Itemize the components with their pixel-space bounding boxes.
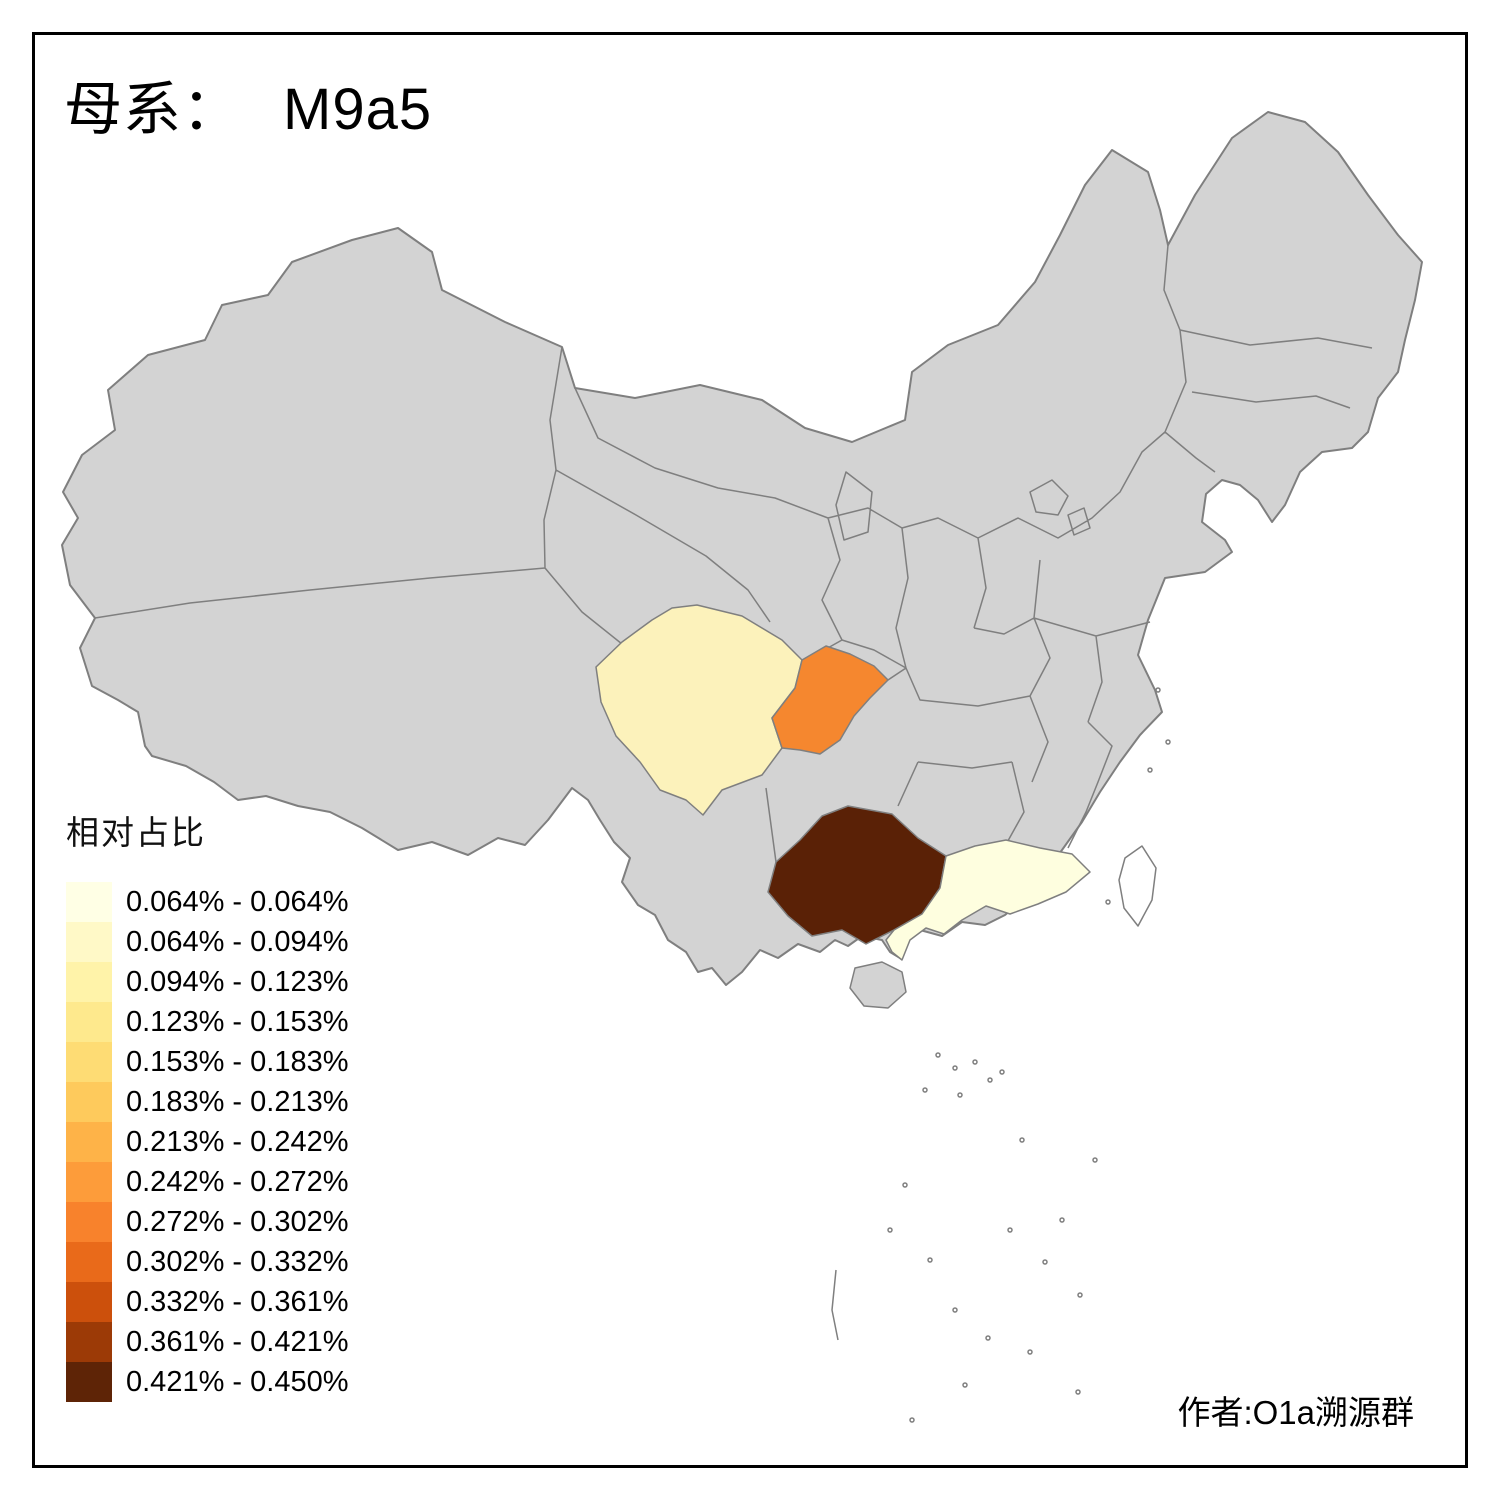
islet-icon bbox=[999, 1069, 1005, 1075]
islet-icon bbox=[957, 1092, 963, 1098]
islet-icon bbox=[1077, 1292, 1083, 1298]
author-credit: 作者:O1a溯源群 bbox=[1177, 1394, 1414, 1431]
legend-item: 0.332% - 0.361% bbox=[66, 1282, 348, 1322]
legend-label: 0.183% - 0.213% bbox=[126, 1086, 349, 1118]
legend-item: 0.302% - 0.332% bbox=[66, 1242, 348, 1282]
legend-item: 0.153% - 0.183% bbox=[66, 1042, 348, 1082]
legend-item: 0.064% - 0.094% bbox=[66, 922, 348, 962]
legend-swatch bbox=[66, 1242, 112, 1282]
small-islands-group bbox=[831, 687, 1171, 1423]
legend-item: 0.064% - 0.064% bbox=[66, 882, 348, 922]
page-title: 母系： M9a5 bbox=[64, 62, 432, 146]
legend-label: 0.213% - 0.242% bbox=[126, 1126, 349, 1158]
legend-swatch bbox=[66, 1202, 112, 1242]
islet-icon bbox=[962, 1382, 968, 1388]
islet-icon bbox=[952, 1307, 958, 1313]
islet-icon bbox=[1075, 1389, 1081, 1395]
legend-label: 0.421% - 0.450% bbox=[126, 1366, 349, 1398]
legend-swatch bbox=[66, 1002, 112, 1042]
islet-icon bbox=[1105, 899, 1111, 905]
islet-icon bbox=[927, 1257, 933, 1263]
legend-item: 0.272% - 0.302% bbox=[66, 1202, 348, 1242]
legend-label: 0.123% - 0.153% bbox=[126, 1006, 349, 1038]
islet-icon bbox=[1059, 1217, 1065, 1223]
legend-swatch bbox=[66, 1322, 112, 1362]
legend-swatch bbox=[66, 1362, 112, 1402]
islet-arc bbox=[831, 1269, 839, 1341]
legend-label: 0.302% - 0.332% bbox=[126, 1246, 349, 1278]
legend-label: 0.153% - 0.183% bbox=[126, 1046, 349, 1078]
legend-swatch bbox=[66, 1042, 112, 1082]
islet-icon bbox=[922, 1087, 928, 1093]
legend-item: 0.361% - 0.421% bbox=[66, 1322, 348, 1362]
legend-item: 0.213% - 0.242% bbox=[66, 1122, 348, 1162]
mainland-china-shape bbox=[61, 111, 1423, 986]
legend: 相对占比 0.064% - 0.064% 0.064% - 0.094% 0.0… bbox=[66, 806, 348, 1402]
hainan-island-shape bbox=[849, 961, 907, 1009]
province-guangdong bbox=[885, 839, 1091, 961]
legend-label: 0.242% - 0.272% bbox=[126, 1166, 349, 1198]
legend-label: 0.094% - 0.123% bbox=[126, 966, 349, 998]
title-prefix: 母系： bbox=[64, 77, 242, 142]
legend-item: 0.183% - 0.213% bbox=[66, 1082, 348, 1122]
islet-icon bbox=[909, 1417, 915, 1423]
legend-label: 0.361% - 0.421% bbox=[126, 1326, 349, 1358]
islet-icon bbox=[887, 1227, 893, 1233]
islet-icon bbox=[1007, 1227, 1013, 1233]
legend-swatch bbox=[66, 1282, 112, 1322]
islet-icon bbox=[1092, 1157, 1098, 1163]
islet-icon bbox=[902, 1182, 908, 1188]
islet-icon bbox=[1155, 687, 1161, 693]
legend-label: 0.272% - 0.302% bbox=[126, 1206, 349, 1238]
legend-swatch bbox=[66, 882, 112, 922]
islet-icon bbox=[972, 1059, 978, 1065]
islet-icon bbox=[1019, 1137, 1025, 1143]
legend-title: 相对占比 bbox=[66, 814, 206, 851]
province-guangxi bbox=[767, 805, 947, 945]
legend-swatch bbox=[66, 922, 112, 962]
islet-icon bbox=[1042, 1259, 1048, 1265]
province-chongqing bbox=[771, 645, 889, 755]
legend-label: 0.332% - 0.361% bbox=[126, 1286, 349, 1318]
legend-swatch bbox=[66, 1162, 112, 1202]
islet-icon bbox=[985, 1335, 991, 1341]
legend-label: 0.064% - 0.094% bbox=[126, 926, 349, 958]
legend-swatch bbox=[66, 1082, 112, 1122]
taiwan-island-shape bbox=[1118, 845, 1157, 927]
legend-item: 0.242% - 0.272% bbox=[66, 1162, 348, 1202]
islet-icon bbox=[952, 1065, 958, 1071]
islet-icon bbox=[1147, 767, 1153, 773]
islet-icon bbox=[1027, 1349, 1033, 1355]
title-haplogroup: M9a5 bbox=[283, 77, 433, 142]
legend-swatch bbox=[66, 962, 112, 1002]
legend-label: 0.064% - 0.064% bbox=[126, 886, 349, 918]
legend-item: 0.094% - 0.123% bbox=[66, 962, 348, 1002]
islet-icon bbox=[1165, 739, 1171, 745]
islet-icon bbox=[987, 1077, 993, 1083]
islet-icon bbox=[935, 1052, 941, 1058]
legend-swatch bbox=[66, 1122, 112, 1162]
legend-item: 0.123% - 0.153% bbox=[66, 1002, 348, 1042]
legend-item: 0.421% - 0.450% bbox=[66, 1362, 348, 1402]
